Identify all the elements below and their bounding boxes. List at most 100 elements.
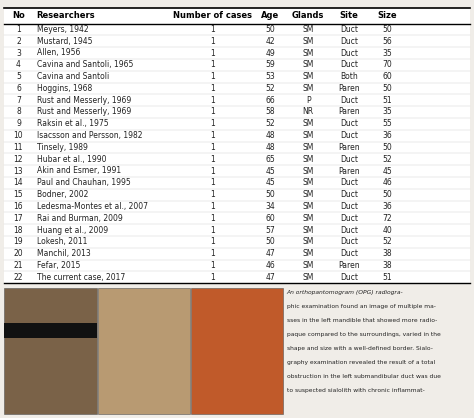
Text: SM: SM xyxy=(302,261,314,270)
Text: 15: 15 xyxy=(14,190,23,199)
Text: Meyers, 1942: Meyers, 1942 xyxy=(36,25,88,34)
Text: Akin and Esmer, 1991: Akin and Esmer, 1991 xyxy=(36,166,121,176)
Text: Glands: Glands xyxy=(292,11,325,20)
Text: 70: 70 xyxy=(382,60,392,69)
Text: Duct: Duct xyxy=(340,214,358,223)
Bar xyxy=(98,288,190,414)
Text: 36: 36 xyxy=(382,131,392,140)
Text: Duct: Duct xyxy=(340,48,358,58)
Text: 1: 1 xyxy=(210,131,215,140)
Text: 50: 50 xyxy=(382,84,392,93)
Text: 72: 72 xyxy=(382,214,392,223)
Text: An orthopantomogram (OPG) radiogra-: An orthopantomogram (OPG) radiogra- xyxy=(287,290,403,295)
Text: NR: NR xyxy=(303,107,314,117)
Text: Paren: Paren xyxy=(338,107,360,117)
Text: 50: 50 xyxy=(265,25,275,34)
Text: 1: 1 xyxy=(210,166,215,176)
Text: Duct: Duct xyxy=(340,190,358,199)
Text: 48: 48 xyxy=(266,143,275,152)
Text: Paren: Paren xyxy=(338,84,360,93)
Text: 45: 45 xyxy=(265,178,275,187)
Text: Duct: Duct xyxy=(340,60,358,69)
Text: 48: 48 xyxy=(266,131,275,140)
Text: 2: 2 xyxy=(16,37,21,46)
Text: 50: 50 xyxy=(382,25,392,34)
Text: 12: 12 xyxy=(14,155,23,164)
Text: SM: SM xyxy=(302,166,314,176)
Text: Duct: Duct xyxy=(340,96,358,104)
Text: Duct: Duct xyxy=(340,131,358,140)
Text: Allen, 1956: Allen, 1956 xyxy=(36,48,80,58)
Text: 59: 59 xyxy=(265,60,275,69)
Text: Huang et al., 2009: Huang et al., 2009 xyxy=(36,225,108,234)
Text: 53: 53 xyxy=(265,72,275,81)
Text: SM: SM xyxy=(302,202,314,211)
Text: 11: 11 xyxy=(14,143,23,152)
Text: 58: 58 xyxy=(266,107,275,117)
Text: SM: SM xyxy=(302,119,314,128)
Text: 1: 1 xyxy=(210,25,215,34)
Text: SM: SM xyxy=(302,214,314,223)
Text: 1: 1 xyxy=(210,96,215,104)
Text: Site: Site xyxy=(340,11,359,20)
Text: 13: 13 xyxy=(14,166,23,176)
Text: 1: 1 xyxy=(210,107,215,117)
Text: Rust and Messerly, 1969: Rust and Messerly, 1969 xyxy=(36,107,131,117)
Text: 1: 1 xyxy=(210,261,215,270)
Text: Ledesma-Montes et al., 2007: Ledesma-Montes et al., 2007 xyxy=(36,202,147,211)
Text: Rai and Burman, 2009: Rai and Burman, 2009 xyxy=(36,214,122,223)
Text: No: No xyxy=(12,11,25,20)
Text: 1: 1 xyxy=(210,48,215,58)
Text: 3: 3 xyxy=(16,48,21,58)
Text: 52: 52 xyxy=(382,155,392,164)
Text: 60: 60 xyxy=(265,214,275,223)
Text: P: P xyxy=(306,96,310,104)
Text: 1: 1 xyxy=(210,202,215,211)
Text: Fefar, 2015: Fefar, 2015 xyxy=(36,261,80,270)
Text: 47: 47 xyxy=(265,249,275,258)
Text: Lokesh, 2011: Lokesh, 2011 xyxy=(36,237,87,246)
Text: phic examination found an image of multiple ma-: phic examination found an image of multi… xyxy=(287,304,436,309)
Text: 40: 40 xyxy=(382,225,392,234)
Bar xyxy=(4,288,97,414)
Text: 35: 35 xyxy=(382,48,392,58)
Text: Duct: Duct xyxy=(340,37,358,46)
Text: Both: Both xyxy=(340,72,358,81)
Text: 1: 1 xyxy=(210,143,215,152)
Text: 50: 50 xyxy=(265,190,275,199)
Text: Paren: Paren xyxy=(338,143,360,152)
Text: 5: 5 xyxy=(16,72,21,81)
Text: 1: 1 xyxy=(210,72,215,81)
Text: Duct: Duct xyxy=(340,25,358,34)
Text: 46: 46 xyxy=(265,261,275,270)
Text: Paul and Chauhan, 1995: Paul and Chauhan, 1995 xyxy=(36,178,130,187)
Text: 1: 1 xyxy=(210,249,215,258)
Text: Duct: Duct xyxy=(340,178,358,187)
Text: 18: 18 xyxy=(14,225,23,234)
Text: Cavina and Santoli, 1965: Cavina and Santoli, 1965 xyxy=(36,60,133,69)
Text: 1: 1 xyxy=(210,155,215,164)
Text: 57: 57 xyxy=(265,225,275,234)
Text: 21: 21 xyxy=(14,261,23,270)
Text: to suspected sialolith with chronic inflammat-: to suspected sialolith with chronic infl… xyxy=(287,388,424,393)
Text: Researchers: Researchers xyxy=(36,11,95,20)
Text: Mustard, 1945: Mustard, 1945 xyxy=(36,37,92,46)
Text: 6: 6 xyxy=(16,84,21,93)
Text: 38: 38 xyxy=(382,249,392,258)
Text: Bodner, 2002: Bodner, 2002 xyxy=(36,190,88,199)
Text: Age: Age xyxy=(262,11,280,20)
Text: Cavina and Santoli: Cavina and Santoli xyxy=(36,72,109,81)
Text: Size: Size xyxy=(377,11,397,20)
Text: 19: 19 xyxy=(14,237,23,246)
Text: 1: 1 xyxy=(210,214,215,223)
Text: sses in the left mandible that showed more radio-: sses in the left mandible that showed mo… xyxy=(287,318,437,323)
Text: Isacsson and Persson, 1982: Isacsson and Persson, 1982 xyxy=(36,131,142,140)
Text: 47: 47 xyxy=(265,273,275,282)
Text: 50: 50 xyxy=(382,143,392,152)
Text: Duct: Duct xyxy=(340,249,358,258)
Text: 1: 1 xyxy=(210,190,215,199)
Text: Number of cases: Number of cases xyxy=(173,11,252,20)
Bar xyxy=(191,288,283,414)
Bar xyxy=(4,8,470,283)
Text: 35: 35 xyxy=(382,107,392,117)
